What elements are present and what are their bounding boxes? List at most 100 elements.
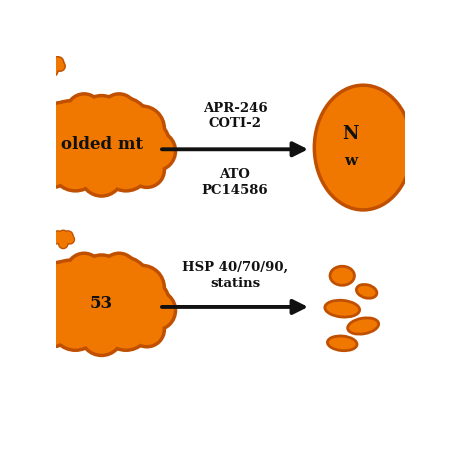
Circle shape [29, 296, 66, 332]
Circle shape [44, 103, 96, 154]
Circle shape [53, 303, 98, 348]
Circle shape [60, 231, 67, 238]
Circle shape [82, 315, 121, 354]
Circle shape [48, 55, 58, 65]
Circle shape [119, 120, 168, 168]
Circle shape [53, 231, 63, 241]
Circle shape [40, 99, 100, 158]
Circle shape [121, 108, 162, 149]
Circle shape [116, 276, 171, 331]
Circle shape [63, 109, 140, 186]
Circle shape [42, 58, 52, 68]
Ellipse shape [330, 266, 355, 285]
Circle shape [29, 136, 66, 172]
Circle shape [79, 312, 124, 357]
Circle shape [50, 140, 102, 193]
Circle shape [77, 253, 126, 302]
Circle shape [40, 62, 49, 71]
Circle shape [104, 144, 148, 189]
Circle shape [48, 67, 57, 76]
Ellipse shape [328, 336, 357, 351]
Circle shape [100, 92, 138, 130]
Circle shape [49, 57, 56, 64]
Circle shape [68, 95, 100, 127]
Circle shape [96, 99, 148, 151]
Text: olded mt: olded mt [60, 135, 143, 153]
Circle shape [104, 303, 148, 348]
Circle shape [104, 255, 135, 286]
Circle shape [58, 238, 68, 249]
Circle shape [138, 292, 174, 328]
Circle shape [51, 56, 64, 69]
Circle shape [28, 118, 84, 174]
Circle shape [93, 95, 152, 154]
Circle shape [96, 258, 148, 310]
Circle shape [67, 113, 136, 182]
Circle shape [37, 154, 68, 186]
Circle shape [64, 234, 75, 245]
Circle shape [26, 292, 69, 335]
Circle shape [40, 104, 82, 146]
Circle shape [54, 60, 66, 72]
Circle shape [37, 314, 68, 345]
Circle shape [62, 230, 74, 242]
Circle shape [77, 94, 126, 142]
Circle shape [53, 144, 98, 189]
Text: ATO
PC14586: ATO PC14586 [202, 168, 268, 197]
Circle shape [52, 230, 64, 242]
Circle shape [59, 240, 67, 248]
Circle shape [26, 133, 69, 176]
Circle shape [100, 252, 138, 290]
Circle shape [47, 65, 58, 77]
Ellipse shape [348, 318, 378, 334]
Ellipse shape [325, 300, 360, 317]
Circle shape [63, 231, 72, 241]
Circle shape [93, 255, 152, 314]
Circle shape [56, 232, 71, 247]
Circle shape [116, 117, 171, 172]
Text: HSP 40/70/90,
statins: HSP 40/70/90, statins [182, 261, 288, 290]
Text: w: w [344, 154, 357, 168]
Circle shape [28, 278, 84, 333]
Circle shape [50, 300, 102, 352]
Circle shape [117, 264, 166, 312]
Circle shape [100, 140, 152, 193]
Circle shape [40, 258, 100, 317]
Circle shape [79, 153, 124, 198]
Circle shape [131, 154, 162, 186]
Ellipse shape [356, 284, 377, 298]
Circle shape [39, 60, 50, 72]
Text: 53: 53 [90, 295, 113, 312]
Circle shape [51, 234, 61, 245]
Circle shape [32, 281, 81, 329]
Circle shape [63, 269, 140, 345]
Circle shape [121, 267, 162, 309]
Circle shape [40, 264, 82, 305]
Circle shape [67, 272, 136, 342]
Circle shape [100, 300, 152, 352]
Circle shape [82, 156, 121, 194]
Circle shape [58, 230, 68, 238]
Circle shape [128, 310, 166, 348]
Text: N: N [343, 125, 359, 143]
Ellipse shape [314, 85, 412, 210]
Circle shape [65, 252, 104, 290]
Circle shape [34, 310, 72, 348]
Circle shape [117, 104, 166, 153]
Circle shape [40, 56, 54, 69]
Circle shape [65, 92, 104, 130]
Circle shape [46, 59, 59, 73]
Circle shape [134, 289, 177, 332]
Circle shape [81, 97, 122, 139]
Circle shape [68, 255, 100, 286]
Circle shape [34, 151, 72, 189]
Circle shape [119, 279, 168, 328]
Circle shape [131, 314, 162, 345]
Circle shape [52, 235, 60, 243]
Text: APR-246
COTI-2: APR-246 COTI-2 [202, 102, 267, 130]
Circle shape [45, 58, 61, 74]
Circle shape [104, 95, 135, 127]
Circle shape [37, 260, 86, 309]
Circle shape [56, 62, 64, 71]
Circle shape [134, 130, 177, 172]
